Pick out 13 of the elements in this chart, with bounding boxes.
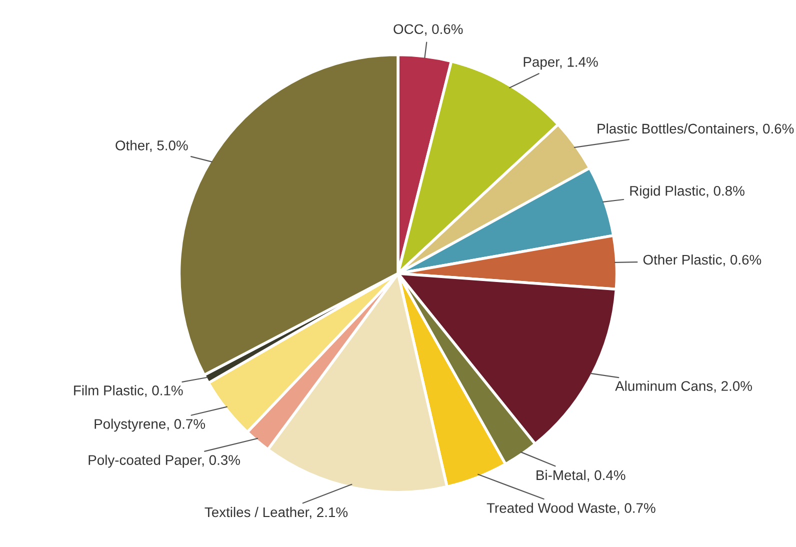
slice-label: Treated Wood Waste, 0.7%: [486, 502, 656, 515]
slice-label: Plastic Bottles/Containers, 0.6%: [598, 123, 794, 136]
slice-label: Rigid Plastic, 0.8%: [630, 186, 744, 199]
slice-label: Aluminum Cans, 2.0%: [615, 380, 752, 393]
slice-label: Polystyrene, 0.7%: [94, 418, 206, 432]
slice-label: Paper, 1.4%: [524, 57, 598, 70]
slice-label: Other, 5.0%: [116, 140, 188, 152]
slice-label: Film Plastic, 0.1%: [74, 385, 183, 398]
slice-label: Poly-coated Paper, 0.3%: [88, 454, 240, 468]
slice-label: Textiles / Leather, 2.1%: [204, 506, 348, 519]
slice-label: Other Plastic, 0.6%: [643, 254, 762, 266]
slice-label: Bi-Metal, 0.4%: [536, 470, 626, 482]
slice-label: OCC, 0.6%: [394, 24, 463, 36]
